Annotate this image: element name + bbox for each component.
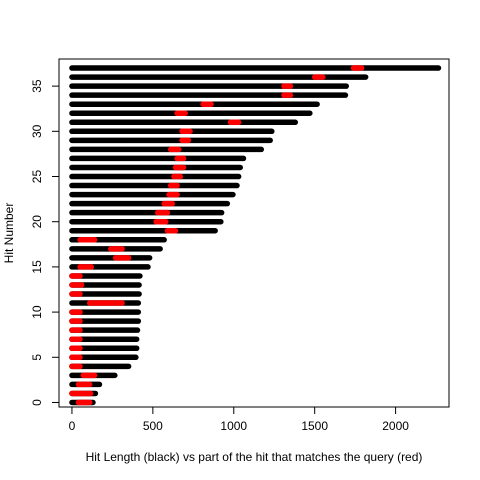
x-tick-label: 0	[69, 419, 76, 433]
y-axis: 0 5 10 15 20 25 30 35	[30, 79, 60, 406]
match-segment-series	[69, 65, 365, 406]
x-tick-label: 1500	[301, 419, 328, 433]
x-axis-title: Hit Length (black) vs part of the hit th…	[86, 450, 423, 464]
y-axis-title: Hit Number	[2, 203, 16, 264]
y-tick-label: 30	[30, 124, 44, 138]
x-tick-label: 1000	[220, 419, 247, 433]
y-tick-label: 5	[30, 354, 44, 361]
x-tick-label: 500	[143, 419, 163, 433]
y-tick-label: 20	[30, 215, 44, 229]
y-tick-label: 0	[30, 399, 44, 406]
hit-length-series	[69, 65, 442, 406]
y-tick-label: 25	[30, 170, 44, 184]
x-axis: 0 500 1000 1500 2000	[69, 406, 409, 433]
y-tick-label: 35	[30, 79, 44, 93]
x-tick-label: 2000	[382, 419, 409, 433]
y-tick-label: 15	[30, 260, 44, 274]
y-tick-label: 10	[30, 305, 44, 319]
